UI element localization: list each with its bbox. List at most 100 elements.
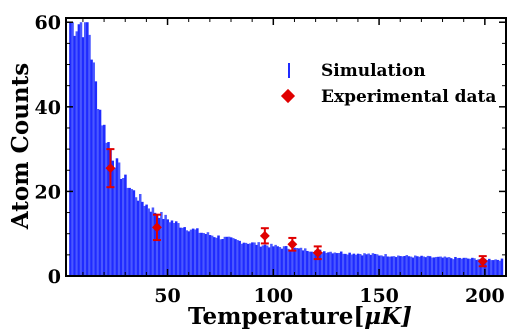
simulation-bar [323, 251, 326, 276]
simulation-bar [464, 257, 468, 276]
simulation-bar [388, 256, 392, 276]
simulation-bar [83, 22, 87, 277]
experimental-point [287, 239, 298, 250]
experimental-point [312, 247, 323, 258]
experimental-points [105, 148, 488, 268]
simulation-bar [234, 239, 237, 276]
simulation-bar [98, 109, 102, 276]
simulation-bar [293, 247, 296, 276]
simulation-bar [105, 142, 108, 276]
simulation-bar [113, 167, 117, 276]
simulation-bar [210, 235, 214, 276]
simulation-bar [399, 256, 402, 276]
simulation-bar [227, 236, 231, 276]
simulation-bar [257, 242, 260, 276]
simulation-bar [418, 256, 421, 276]
x-tick-label: 100 [253, 285, 293, 307]
simulation-bar [496, 259, 499, 276]
simulation-bar [132, 190, 136, 276]
simulation-bar [238, 240, 241, 276]
simulation-bar [92, 62, 95, 276]
simulation-bar [287, 248, 290, 276]
simulation-bar [308, 251, 311, 276]
simulation-bar [284, 246, 288, 276]
simulation-bar [295, 248, 299, 276]
simulation-bar [378, 255, 381, 276]
simulation-bar [196, 228, 199, 276]
simulation-bar [124, 174, 127, 276]
simulation-bar [449, 258, 453, 276]
simulation-bar [185, 230, 189, 276]
simulation-bar [276, 246, 279, 276]
simulation-bar [342, 253, 345, 276]
simulation-bar [268, 247, 271, 276]
simulation-bar [468, 258, 472, 276]
y-tick-label: 40 [35, 97, 61, 119]
simulation-bar [141, 201, 144, 276]
simulation-bar [382, 256, 385, 276]
simulation-bar [155, 214, 159, 276]
simulation-bar [280, 248, 284, 276]
simulation-bar [81, 37, 85, 277]
simulation-bar [69, 22, 72, 276]
simulation-bar [187, 231, 191, 276]
x-axis-label-mu: μ [364, 303, 381, 330]
simulation-bar [143, 205, 146, 276]
simulation-bar [160, 211, 163, 276]
simulation-bar [94, 81, 98, 276]
simulation-bar [215, 237, 218, 276]
simulation-bar [437, 256, 440, 276]
x-tick-label: 200 [465, 285, 505, 307]
simulation-bar [126, 187, 129, 276]
simulation-bar [435, 256, 438, 276]
simulation-bar [413, 255, 417, 276]
simulation-bar [331, 253, 334, 276]
simulation-bar [166, 219, 169, 276]
simulation-bar [479, 259, 483, 276]
y-tick-label: 60 [35, 12, 61, 34]
simulation-bar [303, 248, 307, 276]
y-tick-label: 0 [48, 266, 61, 288]
simulation-bar [145, 204, 148, 276]
simulation-bar [219, 239, 222, 276]
simulation-bar [430, 257, 434, 276]
simulation-bar [380, 255, 383, 276]
simulation-bar [401, 256, 404, 276]
simulation-bar [447, 257, 451, 276]
simulation-bar [198, 232, 201, 276]
simulation-bar [441, 257, 444, 276]
x-axis-label-main: Temperature[ [188, 303, 364, 330]
simulation-bar [242, 242, 246, 276]
axis-ticks: 50 100 150 200 0 20 40 60 [35, 12, 506, 307]
simulation-bar [225, 236, 229, 276]
simulation-bar [422, 256, 425, 276]
simulation-bar [445, 257, 449, 276]
simulation-bar [162, 218, 165, 276]
simulation-bar [488, 258, 491, 276]
simulation-bar [88, 34, 91, 276]
simulation-bar [236, 240, 239, 276]
simulation-bar [367, 253, 370, 276]
simulation-bar [272, 246, 275, 276]
simulation-bar [174, 221, 178, 276]
simulation-bar [251, 242, 254, 276]
simulation-bar [392, 256, 396, 276]
simulation-bar [348, 252, 351, 276]
simulation-bar [409, 256, 413, 276]
simulation-bar [208, 235, 212, 276]
simulation-bar [223, 236, 227, 276]
simulation-bar [363, 253, 366, 276]
simulation-bar [356, 253, 360, 276]
simulation-bar [405, 255, 409, 276]
simulation-bar [498, 260, 502, 276]
simulation-bar [339, 251, 343, 276]
simulation-bar [200, 232, 203, 276]
simulation-bar [164, 214, 167, 276]
legend-experimental-label: Experimental data [321, 87, 496, 107]
simulation-bar [358, 254, 362, 276]
simulation-bar [270, 243, 273, 276]
simulation-bar [261, 245, 265, 276]
simulation-bar [329, 251, 332, 276]
simulation-bar [407, 256, 411, 276]
